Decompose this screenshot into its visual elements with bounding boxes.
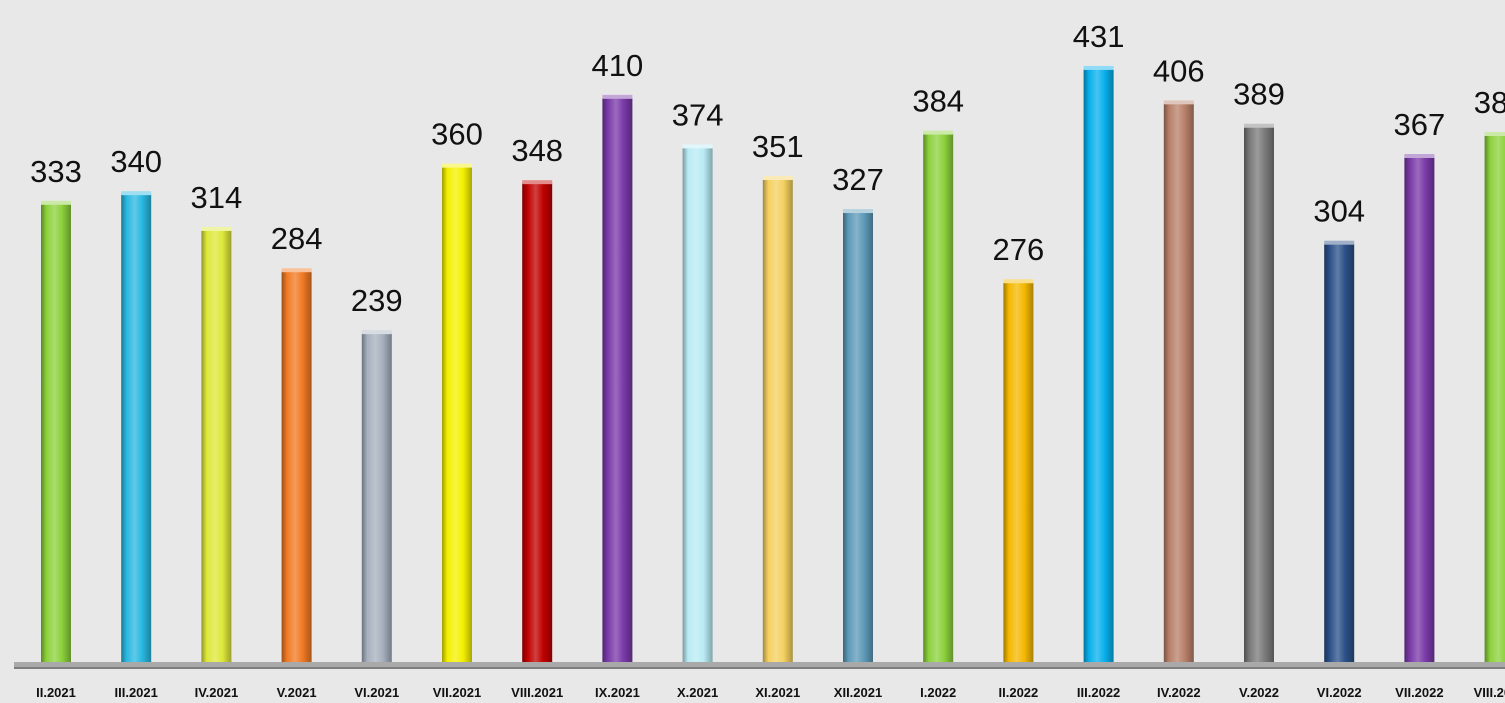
bar-cap-II.2021 <box>41 200 71 205</box>
bar-cap-VIII.2021 <box>522 180 553 185</box>
bar-VI.2022 <box>1324 243 1355 663</box>
bar-cap-VIII.2022 <box>1484 131 1505 136</box>
bar-cap-VII.2021 <box>442 163 472 168</box>
bar-cap-XII.2021 <box>843 209 873 214</box>
category-label-III.2022: III.2022 <box>1077 685 1120 700</box>
bar-cap-IV.2021 <box>201 226 232 231</box>
bar-IX.2021 <box>602 97 633 663</box>
bar-I.2022 <box>923 133 954 663</box>
bar-VI.2021 <box>361 333 392 662</box>
category-label-VII.2021: VII.2021 <box>433 685 481 700</box>
value-label-IV.2022: 406 <box>1153 53 1205 88</box>
bar-cap-III.2021 <box>121 191 152 196</box>
bar-cap-II.2022 <box>1003 279 1034 284</box>
bar-cap-XI.2021 <box>762 176 793 181</box>
value-label-XII.2021: 327 <box>832 162 884 197</box>
category-label-II.2021: II.2021 <box>36 685 76 700</box>
category-label-X.2021: X.2021 <box>677 685 718 700</box>
category-label-V.2021: V.2021 <box>277 685 317 700</box>
category-label-V.2022: V.2022 <box>1239 685 1279 700</box>
bar-cap-IX.2021 <box>602 94 633 99</box>
bar-VIII.2022 <box>1484 134 1505 662</box>
category-label-III.2021: III.2021 <box>115 685 158 700</box>
value-labels-group: 333 340 314 284 239 360 348 410 374 351 327 384 276 4… <box>30 19 1505 318</box>
bar-IV.2021 <box>201 229 232 662</box>
bar-III.2022 <box>1083 68 1114 663</box>
category-label-IX.2021: IX.2021 <box>595 685 640 700</box>
bar-cap-V.2021 <box>281 268 312 273</box>
bar-cap-III.2022 <box>1083 65 1114 70</box>
x-axis-baseline <box>14 662 1505 669</box>
bar-X.2021 <box>682 147 713 663</box>
value-label-VIII.2021: 348 <box>511 133 563 168</box>
value-label-VI.2022: 304 <box>1313 194 1365 229</box>
category-label-XI.2021: XI.2021 <box>755 685 800 700</box>
category-label-VI.2022: VI.2022 <box>1317 685 1362 700</box>
value-label-XI.2021: 351 <box>752 129 804 164</box>
category-label-IV.2021: IV.2021 <box>195 685 239 700</box>
bar-V.2022 <box>1244 126 1274 662</box>
bar-cap-V.2022 <box>1244 123 1274 128</box>
bar-II.2022 <box>1003 282 1034 662</box>
category-label-I.2022: I.2022 <box>920 685 956 700</box>
category-label-XII.2021: XII.2021 <box>834 685 882 700</box>
bar-VIII.2021 <box>522 183 553 663</box>
bar-cap-VI.2022 <box>1324 240 1355 245</box>
category-label-VIII.2022: VIII.2022 <box>1474 685 1505 700</box>
bar-cap-X.2021 <box>682 144 713 149</box>
value-label-I.2022: 384 <box>912 84 964 119</box>
category-label-VII.2022: VII.2022 <box>1395 685 1443 700</box>
value-label-II.2021: 333 <box>30 154 82 189</box>
bar-VII.2021 <box>442 166 472 662</box>
bar-XII.2021 <box>843 212 873 662</box>
value-label-III.2022: 431 <box>1073 19 1125 54</box>
bar-II.2021 <box>41 203 71 663</box>
value-label-V.2022: 389 <box>1233 77 1285 112</box>
bar-IV.2022 <box>1163 103 1194 663</box>
bars-group <box>41 65 1505 663</box>
bar-V.2021 <box>281 271 312 662</box>
value-label-II.2022: 276 <box>993 232 1045 267</box>
value-label-VII.2022: 367 <box>1394 107 1446 142</box>
bar-III.2021 <box>121 194 152 662</box>
value-label-IV.2021: 314 <box>191 180 243 215</box>
baseline-bar <box>14 662 1505 667</box>
baseline-shadow <box>14 667 1505 669</box>
category-label-VIII.2021: VIII.2021 <box>511 685 563 700</box>
bar-cap-I.2022 <box>923 130 954 135</box>
bar-cap-VI.2021 <box>361 330 392 335</box>
bar-VII.2022 <box>1404 157 1435 662</box>
value-label-III.2021: 340 <box>110 144 162 179</box>
value-label-VII.2021: 360 <box>431 117 483 152</box>
bar-cap-VII.2022 <box>1404 154 1435 159</box>
bar-cap-IV.2022 <box>1163 100 1194 105</box>
value-label-VIII.2022: 383 <box>1474 85 1505 120</box>
category-label-IV.2022: IV.2022 <box>1157 685 1201 700</box>
bar-XI.2021 <box>762 179 793 663</box>
category-label-VI.2021: VI.2021 <box>354 685 399 700</box>
category-label-II.2022: II.2022 <box>999 685 1039 700</box>
value-label-V.2021: 284 <box>271 221 323 256</box>
category-labels-group: II.2021 III.2021 IV.2021 V.2021 VI.2021 VII.2… <box>36 685 1505 700</box>
value-label-IX.2021: 410 <box>592 48 644 83</box>
value-label-X.2021: 374 <box>672 97 724 132</box>
value-label-VI.2021: 239 <box>351 283 403 318</box>
